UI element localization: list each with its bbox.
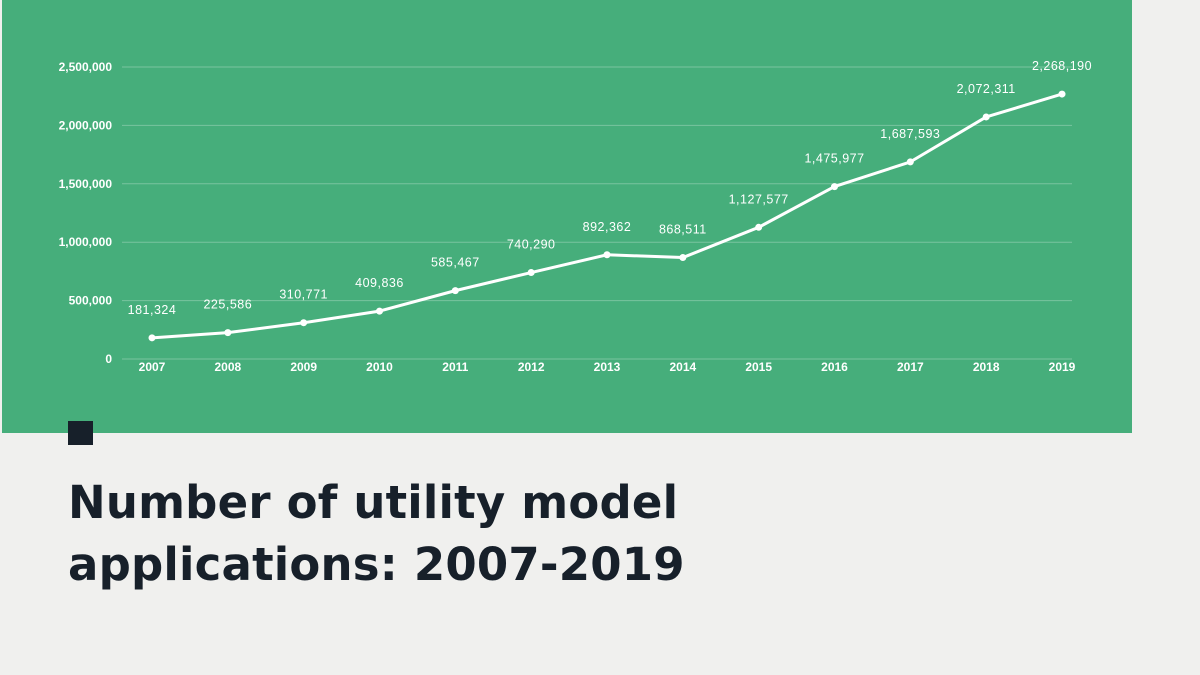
data-label: 1,127,577 bbox=[729, 192, 789, 206]
data-point bbox=[1058, 90, 1066, 98]
data-label: 2,072,311 bbox=[957, 82, 1016, 96]
data-label: 409,836 bbox=[355, 276, 404, 290]
x-tick-label: 2008 bbox=[214, 360, 241, 374]
x-tick-label: 2018 bbox=[973, 360, 1000, 374]
data-point bbox=[679, 254, 687, 262]
line-chart: 0 500,000 1,000,000 1,500,000 2,000,000 2,500… bbox=[59, 59, 1092, 374]
x-tick-label: 2007 bbox=[139, 360, 166, 374]
x-tick-label: 2013 bbox=[594, 360, 621, 374]
x-tick-label: 2016 bbox=[821, 360, 848, 374]
data-label: 868,511 bbox=[659, 223, 707, 237]
x-tick-label: 2012 bbox=[518, 360, 545, 374]
decorative-square bbox=[68, 421, 93, 445]
data-point bbox=[755, 223, 763, 231]
x-tick-label: 2019 bbox=[1049, 360, 1076, 374]
data-point bbox=[224, 329, 232, 337]
data-label: 310,771 bbox=[279, 288, 328, 302]
x-tick-label: 2017 bbox=[897, 360, 924, 374]
data-label: 181,324 bbox=[128, 303, 177, 317]
x-tick-label: 2010 bbox=[366, 360, 393, 374]
data-label: 585,467 bbox=[431, 256, 480, 270]
data-label: 2,268,190 bbox=[1032, 59, 1092, 73]
y-tick-label: 0 bbox=[105, 352, 112, 366]
data-point bbox=[148, 334, 156, 342]
data-point bbox=[451, 287, 459, 295]
x-tick-label: 2011 bbox=[442, 360, 468, 374]
x-tick-label: 2015 bbox=[745, 360, 772, 374]
chart-panel: 0 500,000 1,000,000 1,500,000 2,000,000 2,500… bbox=[2, 0, 1132, 433]
data-point bbox=[906, 158, 914, 166]
x-tick-label: 2009 bbox=[290, 360, 317, 374]
x-tick-label: 2014 bbox=[669, 360, 696, 374]
data-point bbox=[603, 251, 611, 259]
data-point bbox=[982, 113, 990, 121]
y-tick-label: 2,500,000 bbox=[59, 60, 113, 74]
y-tick-label: 1,000,000 bbox=[59, 235, 113, 249]
data-label: 225,586 bbox=[203, 298, 252, 312]
data-label: 1,687,593 bbox=[880, 127, 940, 141]
data-point bbox=[831, 183, 838, 191]
y-tick-label: 500,000 bbox=[69, 294, 113, 308]
data-point bbox=[527, 269, 535, 277]
data-label: 740,290 bbox=[507, 238, 556, 252]
data-point bbox=[300, 319, 308, 327]
data-point bbox=[376, 307, 383, 315]
y-tick-label: 1,500,000 bbox=[59, 177, 113, 191]
data-label: 1,475,977 bbox=[804, 152, 864, 166]
y-tick-label: 2,000,000 bbox=[59, 118, 113, 132]
data-label: 892,362 bbox=[583, 220, 632, 234]
page-title: Number of utility model applications: 20… bbox=[68, 476, 685, 591]
